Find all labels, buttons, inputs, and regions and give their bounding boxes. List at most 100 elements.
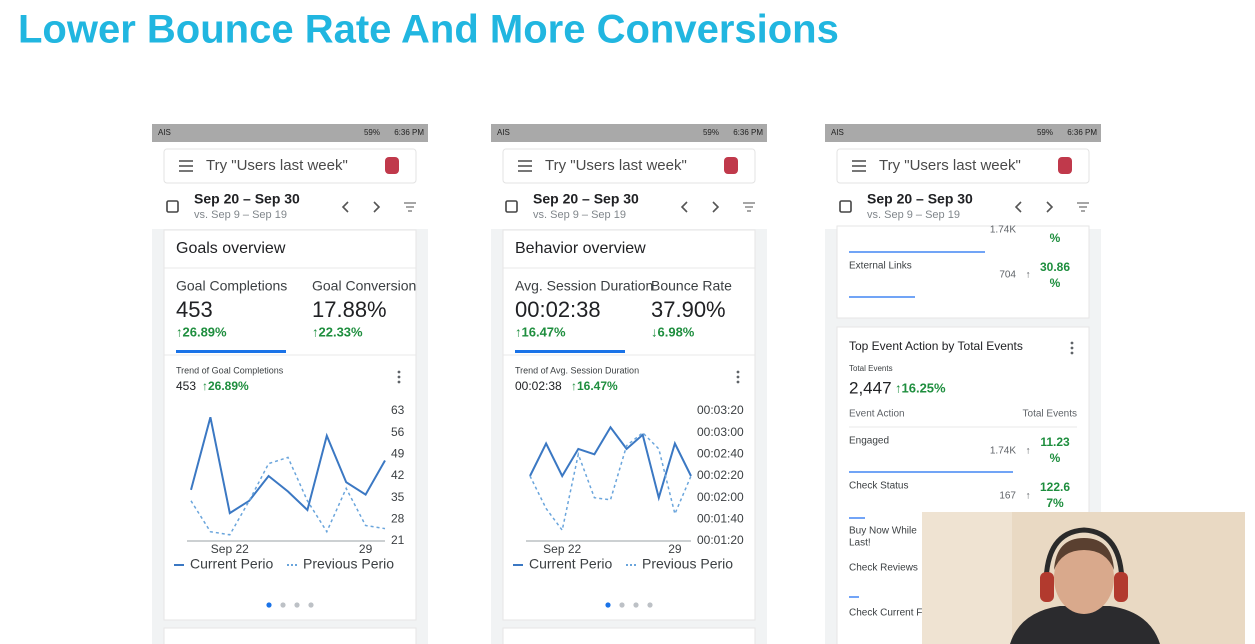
row-change: 122.6 xyxy=(1040,480,1070,494)
next-card xyxy=(502,627,756,644)
prev-button[interactable] xyxy=(680,201,688,213)
overview-card xyxy=(502,229,756,621)
y-tick-label: 21 xyxy=(391,533,405,547)
row-label: Buy Now While xyxy=(849,526,917,537)
status-battery: 59% xyxy=(1037,128,1053,137)
total-label: Total Events xyxy=(849,364,893,373)
calendar-icon xyxy=(505,200,518,213)
menu-dot xyxy=(1070,351,1074,355)
row-change: 11.23 xyxy=(1040,435,1070,449)
row-change: % xyxy=(1050,451,1061,465)
search-bar xyxy=(163,148,417,184)
status-time: 6:36 PM xyxy=(394,128,424,137)
total-value: 2,447 xyxy=(849,378,892,397)
chart-title: Trend of Goal Completions xyxy=(176,365,284,375)
webcam-overlay xyxy=(922,512,1245,644)
search-placeholder: Try "Users last week" xyxy=(545,157,687,174)
headphone-left xyxy=(1040,572,1054,602)
date-range: Sep 20 – Sep 30 xyxy=(194,191,300,207)
next-button[interactable] xyxy=(373,201,381,213)
menu-dot xyxy=(397,375,401,379)
menu-dot xyxy=(1070,341,1074,345)
page-dot xyxy=(633,602,639,608)
row-change: % xyxy=(1050,231,1061,245)
y-tick-label: 00:01:20 xyxy=(697,533,744,547)
row-label: Check Current F xyxy=(849,608,922,619)
metric-change: ↑16.47% xyxy=(515,324,566,339)
status-bar xyxy=(825,124,1101,142)
legend-label: Previous Perio xyxy=(642,556,733,572)
menu-dot xyxy=(397,380,401,384)
chart-change: ↑16.47% xyxy=(571,379,618,393)
legend-label: Current Perio xyxy=(190,556,273,572)
y-tick-label: 00:03:20 xyxy=(697,403,744,417)
page-dot xyxy=(280,602,286,608)
calendar-icon xyxy=(166,200,179,213)
row-value: 1.74K xyxy=(990,446,1016,457)
avatar-icon xyxy=(724,157,738,174)
status-battery: 59% xyxy=(703,128,719,137)
status-bar xyxy=(491,124,767,142)
row-value: 704 xyxy=(999,270,1016,281)
series-line xyxy=(190,456,386,536)
metric-change: ↑22.33% xyxy=(312,324,363,339)
y-tick-label: 00:03:00 xyxy=(697,425,744,439)
selected-metric-bar xyxy=(515,350,625,353)
status-battery: 59% xyxy=(364,128,380,137)
page-dot xyxy=(294,602,300,608)
prev-button[interactable] xyxy=(341,201,349,213)
series-line xyxy=(190,416,386,515)
legend-label: Current Perio xyxy=(529,556,612,572)
chart-title: Trend of Avg. Session Duration xyxy=(515,365,639,375)
series-line xyxy=(529,425,692,502)
person-hair xyxy=(1054,538,1114,570)
page-dot xyxy=(619,602,625,608)
page-dot xyxy=(647,602,653,608)
card-title: Behavior overview xyxy=(515,240,646,257)
row-label: Check Status xyxy=(849,481,908,492)
metrics: Avg. Session Duration 00:02:38 ↑16.47% Boun… xyxy=(515,278,732,340)
calendar-icon xyxy=(839,200,852,213)
person-shirt xyxy=(1010,606,1160,644)
page-dot xyxy=(308,602,314,608)
status-carrier: AIS xyxy=(158,128,171,137)
card-title: Top Event Action by Total Events xyxy=(849,339,1023,353)
date-range: Sep 20 – Sep 30 xyxy=(533,191,639,207)
search-bar xyxy=(502,148,756,184)
legend-label: Previous Perio xyxy=(303,556,394,572)
x-tick-label: Sep 22 xyxy=(211,542,249,556)
next-button[interactable] xyxy=(1046,201,1054,213)
search-placeholder: Try "Users last week" xyxy=(206,157,348,174)
chart-value: 453 xyxy=(176,379,196,393)
up-arrow: ↑ xyxy=(1026,491,1031,502)
date-range: Sep 20 – Sep 30 xyxy=(867,191,973,207)
row-change: % xyxy=(1050,276,1061,290)
y-tick-label: 00:01:40 xyxy=(697,512,744,526)
status-bar xyxy=(152,124,428,142)
next-button[interactable] xyxy=(712,201,720,213)
selected-metric-bar xyxy=(176,350,286,353)
status-time: 6:36 PM xyxy=(1067,128,1097,137)
compare-range: vs. Sep 9 – Sep 19 xyxy=(533,209,626,221)
y-tick-label: 00:02:00 xyxy=(697,490,744,504)
page-dot xyxy=(266,602,272,608)
menu-dot xyxy=(736,370,740,374)
column-header: Total Events xyxy=(1023,409,1077,420)
prev-button[interactable] xyxy=(1014,201,1022,213)
y-tick-label: 49 xyxy=(391,447,405,461)
series-line xyxy=(529,431,692,532)
overview-card xyxy=(163,229,417,621)
metric-label: Avg. Session Duration xyxy=(515,278,653,294)
slide-title: Lower Bounce Rate And More Conversions xyxy=(18,8,839,52)
column-header: Event Action xyxy=(849,409,905,420)
row-label: Last! xyxy=(849,538,871,549)
up-arrow: ↑ xyxy=(1026,270,1031,281)
row-label: External Links xyxy=(849,261,912,272)
y-tick-label: 28 xyxy=(391,512,405,526)
headphone-right xyxy=(1114,572,1128,602)
compare-range: vs. Sep 9 – Sep 19 xyxy=(867,209,960,221)
x-tick-label: Sep 22 xyxy=(543,542,581,556)
x-tick-label: 29 xyxy=(359,542,373,556)
